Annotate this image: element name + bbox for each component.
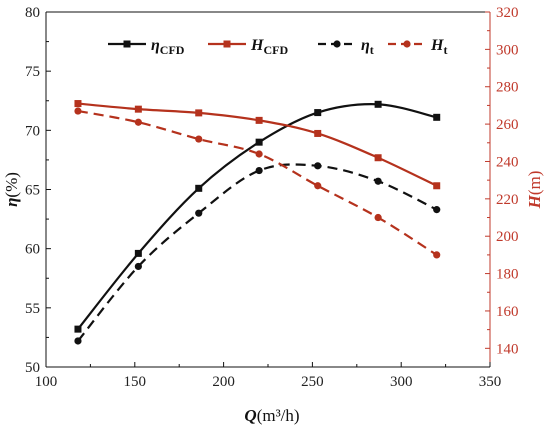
legend-label-eta-cfd: ηCFD <box>151 37 185 57</box>
y-right-axis-title: H(m) <box>525 171 544 210</box>
data-point-head-t <box>255 150 263 158</box>
data-point-head-t <box>433 251 441 259</box>
data-point-eta-t <box>374 177 382 185</box>
data-point-head-cfd <box>374 154 382 162</box>
legend-marker-head-t <box>403 40 411 48</box>
axes-layer: 100 150 200 250 300 350 50 55 60 65 70 75 80 140 160 18… <box>2 5 544 425</box>
data-point-eta-cfd <box>374 100 382 108</box>
x-tick-label: 100 <box>35 374 58 390</box>
series-layer <box>74 100 441 345</box>
y-right-tick-label: 300 <box>496 42 519 58</box>
y-right-tick-label: 320 <box>496 5 519 21</box>
x-tick-label: 350 <box>479 374 502 390</box>
x-tick-label: 150 <box>124 374 147 390</box>
y-left-tick-label: 55 <box>25 301 40 317</box>
data-point-eta-cfd <box>255 138 263 146</box>
y-left-tick-label: 65 <box>25 183 40 199</box>
data-point-head-t <box>374 213 382 222</box>
data-point-head-t <box>74 107 82 115</box>
legend-label-eta-t: ηt <box>361 37 374 57</box>
data-point-head-t <box>314 182 322 190</box>
y-right-tick-label: 280 <box>496 80 519 96</box>
y-right-tick-label: 140 <box>496 341 519 357</box>
data-point-head-cfd <box>74 100 82 108</box>
y-left-tick-label: 60 <box>25 242 40 258</box>
y-left-tick-label: 80 <box>25 5 40 21</box>
data-point-head-cfd <box>314 129 322 137</box>
legend-marker-eta-cfd <box>123 40 131 48</box>
data-point-eta-t <box>255 166 263 175</box>
data-point-eta-cfd <box>314 109 322 117</box>
data-point-eta-t <box>195 209 203 217</box>
data-point-eta-t <box>74 337 82 345</box>
data-point-eta-t <box>314 162 322 170</box>
data-point-eta-cfd <box>195 184 203 192</box>
x-tick-label: 200 <box>212 374 235 390</box>
data-point-head-t <box>134 118 142 126</box>
data-point-head-t <box>195 135 203 143</box>
y-right-tick-label: 240 <box>496 154 519 170</box>
y-left-tick-label: 70 <box>25 123 40 139</box>
legend: ηCFD HCFD ηt Ht <box>108 37 447 57</box>
y-right-tick-label: 200 <box>496 229 519 245</box>
y-right-tick-label: 180 <box>496 267 519 283</box>
data-point-head-cfd <box>433 182 441 190</box>
data-point-head-cfd <box>255 116 263 124</box>
series-line-eta-cfd <box>77 103 437 330</box>
data-point-head-cfd <box>134 105 142 113</box>
data-point-eta-cfd <box>74 325 82 333</box>
y-left-axis-title: η(%) <box>2 172 21 207</box>
data-point-eta-cfd <box>433 113 441 121</box>
series-line-eta-t <box>77 163 438 342</box>
y-right-tick-label: 160 <box>496 304 519 320</box>
data-point-eta-t <box>134 262 142 271</box>
x-axis-title: Q(m³/h) <box>244 406 299 425</box>
y-left-tick-label: 75 <box>25 64 40 80</box>
data-point-eta-t <box>433 206 441 214</box>
data-point-head-cfd <box>195 109 203 117</box>
y-right-tick-label: 260 <box>496 117 519 133</box>
legend-label-head-t: Ht <box>430 37 447 57</box>
y-left-tick-label: 50 <box>25 360 40 376</box>
legend-marker-eta-t <box>333 40 341 48</box>
x-tick-label: 250 <box>301 374 324 390</box>
x-tick-label: 300 <box>390 374 413 390</box>
data-point-eta-cfd <box>134 249 142 257</box>
y-right-tick-label: 220 <box>496 192 519 208</box>
legend-label-head-cfd: HCFD <box>250 37 288 57</box>
legend-marker-head-cfd <box>223 40 231 48</box>
